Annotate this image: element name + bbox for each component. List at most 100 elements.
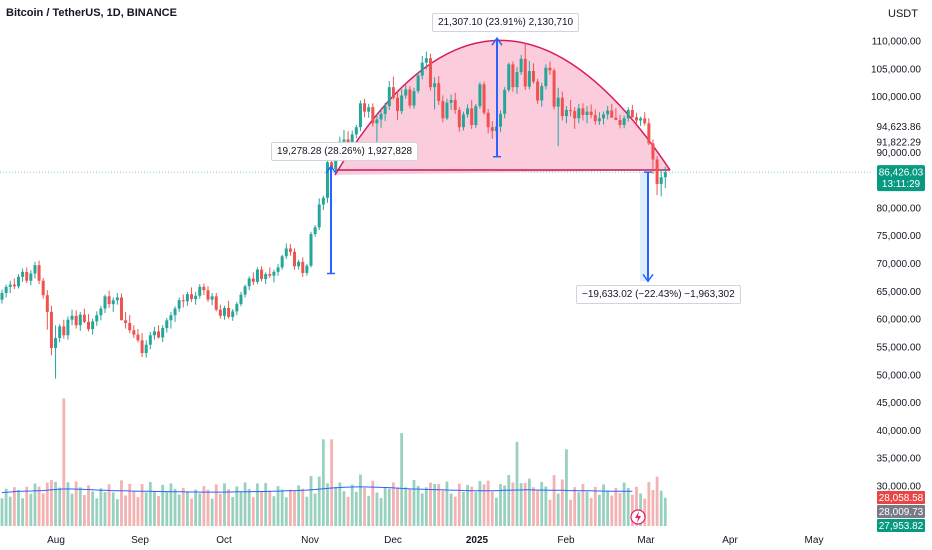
time-tick-label: Dec [384,535,402,546]
symbol-title[interactable]: Bitcoin / TetherUS, 1D, BINANCE [6,7,177,19]
candle-body [0,292,4,300]
candle [218,304,222,319]
volume-bar [202,486,206,526]
candle-body [330,162,334,169]
volume-bar [379,498,383,526]
volume-bar [87,485,90,526]
volume-bar [148,482,152,526]
volume-bar [313,493,317,526]
volume-bar [433,484,436,526]
candle [227,300,231,319]
volume-bar [17,490,20,526]
volume-bar [29,493,33,526]
volume-bar [91,491,95,526]
candle [503,87,507,119]
volume-bar [457,483,461,526]
candle [639,116,643,127]
candle [74,310,78,329]
candle [474,103,478,128]
volume-bar [408,489,412,526]
candle [239,291,243,307]
candle-body [161,328,165,338]
candle [470,99,474,129]
volume-bar [239,491,243,526]
volume-bar [284,497,288,526]
candle [383,102,387,122]
candle-body [297,261,301,267]
candle [173,306,177,322]
volume-bar [515,441,519,526]
volume-bar [544,486,548,526]
candle [8,280,12,293]
projected-drop-arrow [642,171,654,283]
volume-bar [659,490,663,526]
candle [428,53,432,91]
candle-body [593,114,597,122]
price-axis-background [872,0,932,550]
volume-bar [367,495,371,526]
volume-bar [490,491,494,526]
candle-body [231,311,235,317]
candle [29,270,33,286]
volume-bar [268,490,272,526]
candle [404,84,408,99]
volume-bar [33,483,37,526]
candle [548,61,552,75]
volume-bar [124,495,127,526]
candle [560,91,564,121]
volume-bar [206,489,210,526]
volume-bar [190,498,193,526]
candle [309,231,313,268]
volume-bar [128,483,132,526]
candle-body [589,111,593,115]
candle [412,87,416,109]
volume-bar [305,496,309,526]
volume-bar [598,494,601,526]
candle-body [416,75,420,92]
volume-bar [429,482,432,526]
volume-bar [50,480,53,526]
time-tick-label: Oct [216,535,232,546]
candle [400,89,404,114]
volume-bar [317,476,321,526]
candle [198,284,202,299]
volume-bar [157,496,160,526]
volume-bar [387,488,391,526]
volume-bar [507,474,511,526]
volume-bar [78,487,82,526]
candle [610,103,614,118]
volume-bar [251,497,255,526]
volume-bar [560,479,564,526]
volume-bar [115,499,119,526]
volume-bar [223,483,226,526]
price-tick-label: 30,000.00 [877,482,922,493]
candle-body [614,117,618,120]
candle [466,104,470,118]
volume-bar [161,484,165,526]
currency-label[interactable]: USDT [888,8,918,20]
candle-body [486,112,490,128]
candle [507,62,511,93]
candle [536,78,540,104]
volume-badge-2-text: 28,009.73 [879,507,924,518]
candle-body [441,101,445,119]
volume-bar [107,484,111,526]
volume-bar [247,488,251,526]
candle-body [536,81,540,101]
candle [136,329,140,343]
volume-bar [532,487,535,526]
candle [358,100,362,132]
candle [321,195,325,211]
candle-body [606,110,610,115]
candle-body [408,89,412,106]
candle [140,333,144,357]
candle-body [169,315,173,321]
last-price-badge [877,165,925,192]
volume-bar [293,490,296,526]
candle-body [400,95,404,112]
volume-bar [260,490,263,526]
candle-body [272,271,276,276]
candle [371,103,375,127]
volume-bar [639,493,642,526]
